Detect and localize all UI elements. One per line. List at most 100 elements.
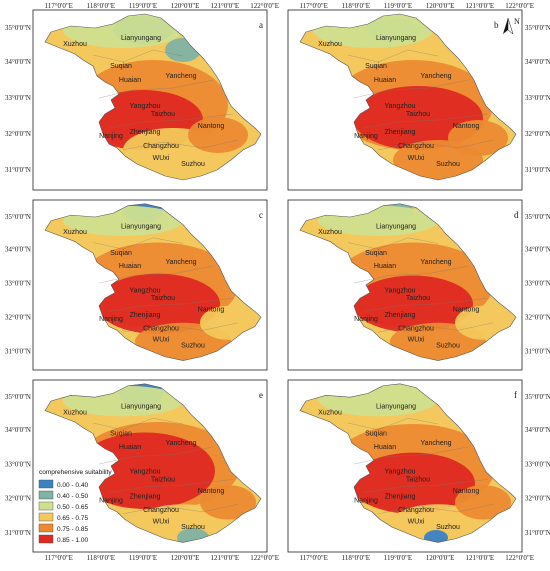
city-label: Suqian <box>110 63 132 70</box>
latitude-label: 31°0'0"N <box>5 166 31 174</box>
city-label: Zhenjiang <box>385 129 416 136</box>
suitability-zone <box>200 485 256 520</box>
city-label: Taizhou <box>406 295 430 302</box>
city-label: Lianyungang <box>376 35 416 42</box>
city-label: Suzhou <box>436 524 460 531</box>
city-label: Changzhou <box>143 325 179 332</box>
city-label: Yangzhou <box>384 288 415 295</box>
longitude-label: 122°0'0"E <box>250 2 279 10</box>
city-label: Yancheng <box>165 73 196 80</box>
panel-letter: a <box>259 20 263 30</box>
legend-item-label: 0.40 - 0.50 <box>57 493 88 500</box>
city-label: Yancheng <box>420 259 451 266</box>
longitude-label: 120°0'0"E <box>171 554 200 562</box>
north-arrow-icon: N <box>503 17 520 35</box>
latitude-label: 34°0'0"N <box>5 245 31 253</box>
latitude-label: 31°0'0"N <box>5 347 31 355</box>
city-label: Huaian <box>119 444 141 451</box>
latitude-label: 33°0'0"N <box>5 460 31 468</box>
city-label: Nanjing <box>354 497 378 504</box>
city-label: WUxi <box>408 337 425 344</box>
province-boundary <box>299 203 517 361</box>
latitude-label: 33°0'0"N <box>5 94 31 102</box>
city-label: Xuzhou <box>63 409 87 416</box>
city-label: Taizhou <box>151 295 175 302</box>
legend-title: comprehensive suitability <box>39 469 112 476</box>
city-label: Xuzhou <box>318 41 342 48</box>
suitability-zone <box>200 305 256 340</box>
city-label: Lianyungang <box>121 223 161 230</box>
city-label: Nanjing <box>99 133 123 140</box>
city-label: Zhenjiang <box>130 312 161 319</box>
city-label: Yangzhou <box>129 103 160 110</box>
suitability-zone <box>351 452 475 514</box>
latitude-label: 32°0'0"N <box>525 495 550 503</box>
suitability-zone <box>353 275 473 333</box>
suitability-zone <box>188 117 248 153</box>
legend-item-label: 0.75 - 0.85 <box>57 526 88 533</box>
city-label: Yangzhou <box>384 469 415 476</box>
city-label: Suqian <box>110 430 132 437</box>
city-label: Huaian <box>374 444 396 451</box>
longitude-label: 120°0'0"E <box>171 2 200 10</box>
city-label: Suqian <box>365 63 387 70</box>
city-label: Yancheng <box>165 440 196 447</box>
city-label: Suqian <box>365 250 387 257</box>
city-label: Changzhou <box>398 325 434 332</box>
longitude-label: 121°0'0"E <box>211 554 240 562</box>
city-label: Taizhou <box>406 111 430 118</box>
north-label: N <box>514 17 520 26</box>
latitude-label: 34°0'0"N <box>5 426 31 434</box>
map-panel-a: Xuzhou Lianyungang Suqian Huaian Yancheng Yan… <box>0 0 295 202</box>
province-boundary <box>44 203 262 361</box>
city-label: Taizhou <box>406 476 430 483</box>
latitude-label: 33°0'0"N <box>525 94 550 102</box>
city-label: Suqian <box>110 250 132 257</box>
longitude-label: 117°0'0"E <box>45 554 73 562</box>
city-label: Nantong <box>453 488 480 495</box>
longitude-label: 119°0'0"E <box>129 554 157 562</box>
longitude-label: 118°0'0"E <box>342 2 370 10</box>
panel-letter: e <box>259 390 263 400</box>
map-panel-e: Xuzhou Lianyungang Suqian Huaian Yancheng Yan… <box>0 370 295 564</box>
latitude-label: 31°0'0"N <box>525 166 550 174</box>
latitude-label: 35°0'0"N <box>525 24 550 32</box>
city-label: Xuzhou <box>318 229 342 236</box>
legend: comprehensive suitability 0.00 - 0.40 0.40… <box>38 469 112 544</box>
city-label: Suzhou <box>181 342 205 349</box>
latitude-label: 32°0'0"N <box>5 495 31 503</box>
city-label: Suzhou <box>181 524 205 531</box>
city-label: Yangzhou <box>129 288 160 295</box>
legend-item-label: 0.65 - 0.75 <box>57 515 88 522</box>
city-label: Yancheng <box>420 73 451 80</box>
city-label: Zhenjiang <box>385 493 416 500</box>
latitude-label: 35°0'0"N <box>5 213 31 221</box>
suitability-zone <box>455 485 511 520</box>
longitude-label: 119°0'0"E <box>129 2 157 10</box>
panel-letter: d <box>514 210 519 220</box>
longitude-label: 121°0'0"E <box>466 2 495 10</box>
legend-item-label: 0.00 - 0.40 <box>57 482 88 489</box>
legend-swatch <box>38 479 54 489</box>
longitude-label: 121°0'0"E <box>211 2 240 10</box>
latitude-label: 32°0'0"N <box>5 313 31 321</box>
panel-letter: f <box>514 390 517 400</box>
city-label: WUxi <box>153 337 170 344</box>
city-label: Suzhou <box>181 161 205 168</box>
city-label: Nanjing <box>354 133 378 140</box>
legend-item-label: 0.50 - 0.65 <box>57 504 88 511</box>
city-label: Yangzhou <box>129 469 160 476</box>
city-label: Changzhou <box>143 143 179 150</box>
city-label: Lianyungang <box>376 404 416 411</box>
province-boundary <box>299 13 517 181</box>
latitude-label: 35°0'0"N <box>525 213 550 221</box>
city-label: Changzhou <box>398 507 434 514</box>
city-label: WUxi <box>153 518 170 525</box>
latitude-label: 31°0'0"N <box>5 529 31 537</box>
legend-swatch <box>38 523 54 533</box>
latitude-label: 35°0'0"N <box>5 24 31 32</box>
city-label: Huaian <box>374 77 396 84</box>
city-label: Lianyungang <box>121 404 161 411</box>
latitude-label: 34°0'0"N <box>5 58 31 66</box>
